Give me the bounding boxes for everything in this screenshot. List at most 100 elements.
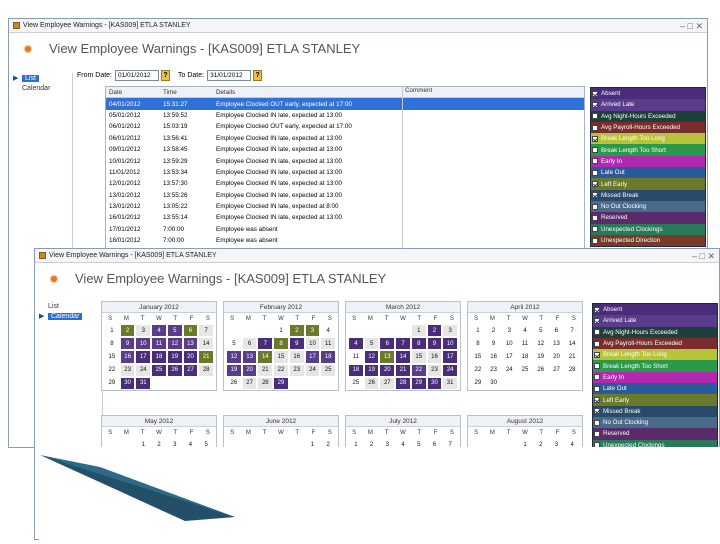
legend-checkbox[interactable] — [594, 385, 600, 392]
legend-checkbox[interactable] — [594, 374, 600, 381]
legend-item[interactable]: Avg Payroll-Hours Exceeded — [591, 121, 705, 134]
window-buttons[interactable]: – □ ✕ — [680, 21, 703, 31]
table-row[interactable]: 17/01/2012 7:00:00 Employee was absent — [106, 223, 584, 236]
day-cell[interactable]: 5 — [364, 338, 379, 350]
legend-item[interactable]: Early In — [591, 155, 705, 168]
legend-checkbox[interactable] — [592, 158, 598, 165]
legend-item[interactable]: Break Length Too Long — [593, 349, 717, 361]
legend-item[interactable]: Late Out — [591, 167, 705, 179]
day-cell[interactable]: 8 — [471, 338, 485, 350]
day-cell[interactable]: 24 — [443, 364, 458, 376]
day-cell[interactable]: 28 — [565, 364, 580, 376]
day-cell[interactable]: 26 — [533, 364, 548, 376]
day-cell[interactable]: 3 — [443, 325, 458, 337]
table-row[interactable]: 18/01/2012 7:00:00 Employee was absent — [106, 235, 584, 247]
from-date-input[interactable]: 01/01/2012 — [115, 70, 160, 81]
legend-checkbox[interactable] — [592, 214, 598, 221]
day-cell[interactable]: 11 — [349, 351, 363, 363]
to-date-picker-icon[interactable]: ? — [253, 70, 263, 81]
legend-item[interactable]: Reserved — [591, 212, 705, 224]
legend-item[interactable]: Avg Night-Hours Exceeded — [593, 326, 717, 338]
legend-item[interactable]: No Out Clocking — [591, 200, 705, 213]
day-cell[interactable]: 22 — [411, 364, 426, 376]
legend-item[interactable]: Avg Night-Hours Exceeded — [591, 110, 705, 122]
day-cell[interactable]: 25 — [321, 364, 336, 376]
legend-item[interactable]: Late Out — [593, 383, 717, 395]
day-cell[interactable]: 25 — [152, 364, 166, 376]
legend-item[interactable]: Missed Break — [593, 405, 717, 417]
day-cell[interactable]: 2 — [427, 325, 442, 337]
day-cell[interactable]: 28 — [258, 377, 273, 389]
day-cell[interactable]: 21 — [199, 351, 214, 363]
day-cell[interactable]: 29 — [471, 377, 485, 389]
day-cell[interactable]: 24 — [502, 364, 517, 376]
day-cell[interactable]: 23 — [289, 364, 304, 376]
day-cell[interactable]: 23 — [120, 364, 135, 376]
day-cell[interactable]: 4 — [396, 439, 410, 451]
legend-item[interactable]: Break Length Too Long — [591, 133, 705, 145]
day-cell[interactable]: 7 — [258, 338, 273, 350]
day-cell[interactable]: 5 — [227, 338, 241, 350]
day-cell[interactable]: 1 — [105, 325, 119, 337]
day-cell[interactable]: 7 — [396, 338, 410, 350]
day-cell[interactable]: 28 — [396, 377, 410, 389]
day-cell[interactable]: 26 — [364, 377, 379, 389]
table-row[interactable]: 05/01/2012 13:59:52 Employee Clocked IN la… — [106, 109, 584, 122]
day-cell[interactable]: 21 — [396, 364, 410, 376]
day-cell[interactable]: 18 — [518, 351, 532, 363]
legend-item[interactable]: Absent — [593, 304, 717, 316]
day-cell[interactable]: 5 — [533, 325, 548, 337]
day-cell[interactable]: 4 — [518, 325, 532, 337]
legend-checkbox[interactable] — [594, 340, 600, 347]
day-cell[interactable]: 4 — [183, 439, 198, 451]
table-row[interactable]: 06/01/2012 15:03:19 Employee Clocked OUT e… — [106, 121, 584, 133]
day-cell[interactable]: 22 — [105, 364, 119, 376]
day-cell[interactable]: 10 — [502, 338, 517, 350]
table-row[interactable]: 16/01/2012 13:55:14 Employee Clocked IN la… — [106, 212, 584, 224]
legend-item[interactable]: Avg Payroll-Hours Exceeded — [593, 337, 717, 350]
legend-checkbox[interactable] — [594, 329, 600, 336]
legend-item[interactable]: Absent — [591, 88, 705, 100]
legend-item[interactable]: No Out Clocking — [593, 416, 717, 429]
day-cell[interactable]: 2 — [364, 439, 379, 451]
day-cell[interactable]: 15 — [411, 351, 426, 363]
day-cell[interactable]: 27 — [549, 364, 564, 376]
day-cell[interactable]: 1 — [274, 325, 288, 337]
day-cell[interactable]: 15 — [471, 351, 485, 363]
legend-item[interactable]: Arrived Late — [591, 99, 705, 111]
day-cell[interactable]: 31 — [136, 377, 151, 389]
day-cell[interactable]: 26 — [167, 364, 182, 376]
legend-item[interactable]: Left Early — [593, 394, 717, 406]
day-cell[interactable]: 23 — [486, 364, 501, 376]
day-cell[interactable]: 3 — [136, 325, 151, 337]
day-cell[interactable]: 25 — [518, 364, 532, 376]
legend-checkbox[interactable] — [592, 124, 598, 131]
day-cell[interactable]: 29 — [274, 377, 288, 389]
day-cell[interactable]: 19 — [533, 351, 548, 363]
legend-checkbox[interactable] — [594, 306, 600, 313]
column-header[interactable]: Date — [109, 88, 123, 96]
legend-checkbox[interactable] — [594, 317, 600, 324]
legend-checkbox[interactable] — [592, 169, 598, 176]
day-cell[interactable]: 5 — [167, 325, 182, 337]
day-cell[interactable]: 9 — [427, 338, 442, 350]
legend-checkbox[interactable] — [594, 408, 600, 415]
day-cell[interactable]: 6 — [183, 325, 198, 337]
day-cell[interactable]: 2 — [321, 439, 336, 451]
day-cell[interactable]: 16 — [120, 351, 135, 363]
day-cell[interactable]: 7 — [565, 325, 580, 337]
day-cell[interactable]: 3 — [502, 325, 517, 337]
nav-item-list[interactable]: List — [39, 301, 102, 311]
legend-checkbox[interactable] — [594, 351, 600, 358]
day-cell[interactable]: 19 — [167, 351, 182, 363]
legend-item[interactable]: Left Early — [591, 178, 705, 190]
day-cell[interactable]: 22 — [274, 364, 288, 376]
legend-item[interactable]: Break Length Too Short — [591, 144, 705, 156]
day-cell[interactable]: 11 — [518, 338, 532, 350]
day-cell[interactable]: 15 — [105, 351, 119, 363]
legend-checkbox[interactable] — [594, 363, 600, 370]
legend-checkbox[interactable] — [592, 113, 598, 120]
column-header[interactable]: Time — [163, 88, 177, 96]
day-cell[interactable]: 1 — [349, 439, 363, 451]
table-row[interactable]: 09/01/2012 13:58:45 Employee Clocked IN la… — [106, 143, 584, 156]
